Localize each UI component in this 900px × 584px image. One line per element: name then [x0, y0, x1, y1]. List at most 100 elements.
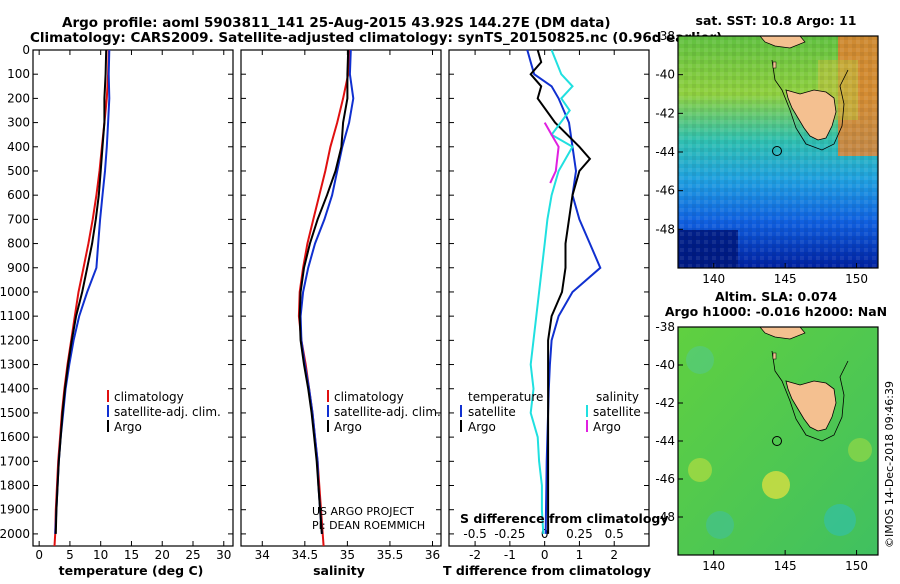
- y-tick-label: 500: [7, 164, 30, 178]
- legend-swatch-s-argo: [586, 420, 588, 432]
- king-island: [772, 61, 777, 69]
- legend-label-s-argo: Argo: [593, 420, 621, 434]
- mainland-land: [759, 36, 806, 49]
- project-annotation-line-2: PI: DEAN ROEMMICH: [312, 519, 425, 532]
- s-tick-label: -0.5: [463, 527, 486, 541]
- legend-swatch-t-argo: [460, 420, 462, 432]
- sst-map-title: sat. SST: 10.8 Argo: 11: [696, 13, 857, 28]
- series-line-s-argo: [543, 122, 560, 184]
- x-tick-label: -2: [469, 548, 481, 562]
- legend-label-s-satellite: satellite: [593, 405, 641, 419]
- legend-label-satellite: satellite-adj. clim.: [334, 405, 441, 419]
- x-tick-label: 35.5: [377, 548, 404, 562]
- map-x-tick-label: 145: [774, 272, 797, 286]
- sla-cyan-blob: [686, 346, 714, 374]
- tasmania-land: [785, 380, 837, 432]
- sst-map: [678, 36, 878, 268]
- x-tick-label: 10: [93, 548, 108, 562]
- map-y-tick-label: -42: [655, 106, 675, 120]
- argo-position-marker: [772, 146, 782, 156]
- legend-swatch-climatology: [107, 390, 109, 402]
- map-x-tick-label: 150: [845, 272, 868, 286]
- legend-title-salinity: salinity: [596, 390, 639, 404]
- legend-label-climatology: climatology: [334, 390, 404, 404]
- title-line-2: Climatology: CARS2009. Satellite-adjuste…: [30, 30, 722, 46]
- sla-cyan-blob: [706, 511, 734, 539]
- sla-yellow-blob: [688, 458, 712, 482]
- legend-swatch-satellite: [327, 405, 329, 417]
- y-tick-label: 600: [7, 188, 30, 202]
- x-tick-label: 20: [155, 548, 170, 562]
- difference-plot: -2 -1 0 1 2 -0.5 -0.25 0 0.25 0.5: [449, 49, 649, 562]
- salinity-axis-label: salinity: [313, 563, 365, 578]
- legend-label-t-satellite: satellite: [468, 405, 516, 419]
- series-line-argo: [298, 49, 350, 534]
- legend-swatch-argo: [327, 420, 329, 432]
- x-tick-label: 0: [541, 548, 549, 562]
- temperature-legend: climatology satellite-adj. clim. Argo: [107, 390, 221, 434]
- s-tick-label: 0.25: [566, 527, 593, 541]
- y-tick-label: 1900: [0, 503, 30, 517]
- shelf-contour: [771, 59, 849, 151]
- y-tick-label: 700: [7, 212, 30, 226]
- map-y-tick-label: -46: [655, 184, 675, 198]
- x-tick-label: 5: [66, 548, 74, 562]
- legend-swatch-argo: [107, 420, 109, 432]
- series-line-s-satellite: [529, 49, 574, 534]
- sla-map-ticks: 140 145 150 -38 -40 -42 -44 -46 -48: [655, 320, 868, 573]
- y-tick-label: 1000: [0, 285, 30, 299]
- king-island: [772, 352, 777, 360]
- title-line-1: Argo profile: aoml 5903811_141 25-Aug-20…: [62, 15, 611, 31]
- shelf-contour: [771, 350, 849, 442]
- sst-pixel-texture: [678, 36, 878, 268]
- map-x-tick-label: 140: [702, 559, 725, 573]
- series-line-t-argo: [529, 49, 592, 534]
- sla-yellow-blob: [848, 438, 872, 462]
- argo-position-marker: [772, 436, 782, 446]
- x-tick-label: -1: [504, 548, 516, 562]
- s-tick-label: 0: [541, 527, 549, 541]
- salinity-panel-frame: [240, 49, 442, 547]
- y-tick-label: 1300: [0, 358, 30, 372]
- y-tick-label: 1600: [0, 430, 30, 444]
- map-y-tick-label: -48: [655, 510, 675, 524]
- map-y-tick-label: -46: [655, 472, 675, 486]
- y-tick-label: 1500: [0, 406, 30, 420]
- temperature-plot: 0100200300400500600700800900100011001200…: [0, 43, 233, 562]
- x-tick-label: 30: [216, 548, 231, 562]
- t-difference-axis-label: T difference from climatology: [443, 563, 651, 578]
- legend-label-climatology: climatology: [114, 390, 184, 404]
- sla-map-subtitle: Argo h1000: -0.016 h2000: NaN: [665, 304, 887, 319]
- s-tick-label: -0.25: [494, 527, 525, 541]
- x-tick-label: 34: [255, 548, 270, 562]
- map-x-tick-label: 150: [845, 559, 868, 573]
- x-tick-label: 34.5: [291, 548, 318, 562]
- s-difference-label: S difference from climatology: [460, 511, 669, 526]
- y-tick-label: 0: [22, 43, 30, 57]
- x-tick-label: 35: [340, 548, 355, 562]
- legend-label-argo: Argo: [334, 420, 362, 434]
- map-y-tick-label: -40: [655, 358, 675, 372]
- legend-swatch-satellite: [107, 405, 109, 417]
- legend-label-argo: Argo: [114, 420, 142, 434]
- y-tick-label: 400: [7, 140, 30, 154]
- series-line-climatology: [297, 49, 351, 547]
- legend-label-t-argo: Argo: [468, 420, 496, 434]
- sla-map: [678, 327, 878, 555]
- imos-watermark: ©IMOS 14-Dec-2018 09:46:39: [883, 381, 896, 548]
- x-tick-label: 1: [576, 548, 584, 562]
- legend-swatch-climatology: [327, 390, 329, 402]
- y-tick-label: 900: [7, 261, 30, 275]
- series-line-satellite-adj-clim-: [299, 49, 355, 534]
- y-tick-label: 1700: [0, 454, 30, 468]
- sla-yellow-blob: [762, 471, 790, 499]
- sst-map-ticks: 140 145 150 -38 -40 -42 -44 -46 -48: [655, 29, 868, 286]
- map-y-tick-label: -38: [655, 29, 675, 43]
- map-x-tick-label: 140: [702, 272, 725, 286]
- sla-cyan-blob: [824, 504, 856, 536]
- mainland-land: [759, 327, 806, 340]
- y-tick-label: 100: [7, 67, 30, 81]
- y-tick-label: 1200: [0, 333, 30, 347]
- y-tick-label: 2000: [0, 527, 30, 541]
- temperature-axis-label: temperature (deg C): [59, 563, 204, 578]
